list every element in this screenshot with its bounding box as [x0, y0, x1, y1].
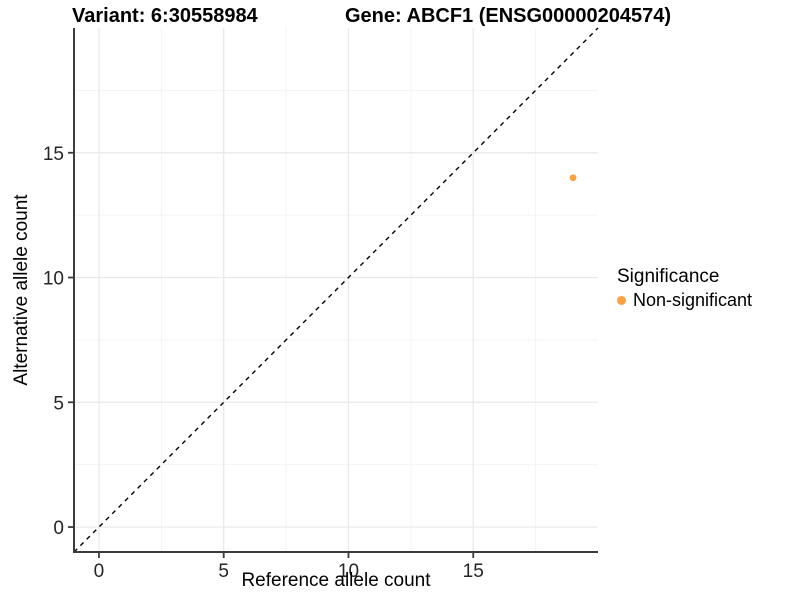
x-tick-label: 10: [338, 561, 359, 582]
y-axis-title: Alternative allele count: [11, 194, 32, 386]
y-tick-label: 15: [43, 144, 64, 165]
variant-title: Variant: 6:30558984: [72, 5, 258, 27]
x-tick-label: 5: [218, 561, 229, 582]
x-tick-label: 15: [463, 561, 484, 582]
x-tick-label: 0: [94, 561, 105, 582]
x-axis-title: Reference allele count: [241, 570, 431, 591]
legend-item-label: Non-significant: [633, 290, 753, 310]
legend-point-icon: [617, 295, 626, 305]
gene-title: Gene: ABCF1 (ENSG00000204574): [345, 5, 672, 27]
legend-title: Significance: [617, 266, 720, 287]
data-point: [569, 174, 577, 182]
y-tick-label: 5: [53, 393, 64, 414]
y-tick-label: 10: [43, 269, 64, 290]
legend-item-non-significant: Non-significant: [617, 289, 752, 311]
y-tick-label: 0: [53, 518, 64, 539]
legend: Significance Non-significant: [617, 266, 752, 311]
identity-reference-line: [73, 27, 599, 553]
